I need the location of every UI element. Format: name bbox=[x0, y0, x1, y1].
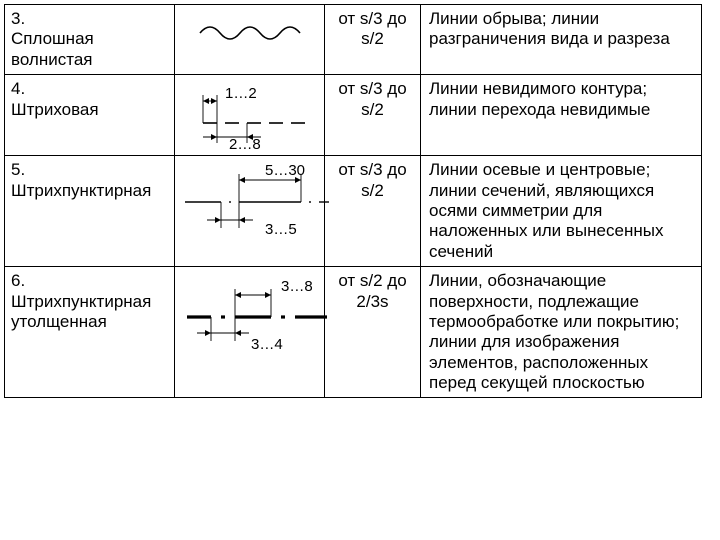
usage-cell: Линии, обозначающие поверхности, подлежа… bbox=[421, 267, 702, 398]
name-cell: 4. Штриховая bbox=[5, 75, 175, 156]
line-graphic: 1…2 2…8 bbox=[181, 81, 321, 151]
svg-text:3…8: 3…8 bbox=[281, 278, 313, 295]
table-row: 3. Сплошная волнистая от s/3 до s/2 Лини… bbox=[5, 5, 702, 75]
name-cell: 3. Сплошная волнистая bbox=[5, 5, 175, 75]
wavy-line-graphic bbox=[190, 11, 310, 51]
svg-text:3…5: 3…5 bbox=[265, 221, 297, 238]
row-number: 4. bbox=[11, 79, 25, 98]
usage-text: Линии невидимого контура; линии перехода… bbox=[429, 79, 650, 118]
line-graphic: 5…30 3…5 bbox=[181, 162, 331, 242]
thickness-cell: от s/2 до 2/3s bbox=[325, 267, 421, 398]
thickness-text: от s/3 до s/2 bbox=[338, 160, 406, 199]
line-name: Штрихпунктирная утолщенная bbox=[11, 292, 151, 331]
line-name: Штриховая bbox=[11, 100, 99, 119]
svg-text:2…8: 2…8 bbox=[229, 136, 261, 151]
graphic-cell: 1…2 2…8 bbox=[175, 75, 325, 156]
line-types-table: 3. Сплошная волнистая от s/3 до s/2 Лини… bbox=[4, 4, 702, 398]
usage-cell: Линии осевые и центровые; линии сечений,… bbox=[421, 156, 702, 267]
thickness-cell: от s/3 до s/2 bbox=[325, 156, 421, 267]
usage-text: Линии осевые и центровые; линии сечений,… bbox=[429, 160, 663, 261]
thickness-text: от s/3 до s/2 bbox=[338, 9, 406, 48]
table-row: 6. Штрихпунктирная утолщенная 3…8 3…4 от… bbox=[5, 267, 702, 398]
thickness-cell: от s/3 до s/2 bbox=[325, 5, 421, 75]
row-number: 6. bbox=[11, 271, 25, 290]
line-name: Сплошная волнистая bbox=[11, 29, 94, 68]
line-graphic: 3…8 3…4 bbox=[181, 273, 331, 357]
svg-text:1…2: 1…2 bbox=[225, 85, 257, 102]
usage-text: Линии, обозначающие поверхности, подлежа… bbox=[429, 271, 679, 392]
usage-cell: Линии обрыва; линии разграничения вида и… bbox=[421, 5, 702, 75]
graphic-cell: 3…8 3…4 bbox=[175, 267, 325, 398]
svg-text:3…4: 3…4 bbox=[251, 336, 283, 353]
table-row: 4. Штриховая 1…2 2…8 от s/3 до s/2 Линии… bbox=[5, 75, 702, 156]
graphic-cell bbox=[175, 5, 325, 75]
thickness-text: от s/3 до s/2 bbox=[338, 79, 406, 118]
svg-text:5…30: 5…30 bbox=[265, 162, 305, 179]
row-number: 3. bbox=[11, 9, 25, 28]
table-row: 5. Штрихпунктирная 5…30 3…5 от s/3 до s/… bbox=[5, 156, 702, 267]
graphic-cell: 5…30 3…5 bbox=[175, 156, 325, 267]
name-cell: 5. Штрихпунктирная bbox=[5, 156, 175, 267]
usage-cell: Линии невидимого контура; линии перехода… bbox=[421, 75, 702, 156]
line-name: Штрихпунктирная bbox=[11, 181, 151, 200]
name-cell: 6. Штрихпунктирная утолщенная bbox=[5, 267, 175, 398]
page: 3. Сплошная волнистая от s/3 до s/2 Лини… bbox=[0, 0, 720, 540]
row-number: 5. bbox=[11, 160, 25, 179]
usage-text: Линии обрыва; линии разграничения вида и… bbox=[429, 9, 670, 48]
thickness-text: от s/2 до 2/3s bbox=[338, 271, 406, 310]
thickness-cell: от s/3 до s/2 bbox=[325, 75, 421, 156]
